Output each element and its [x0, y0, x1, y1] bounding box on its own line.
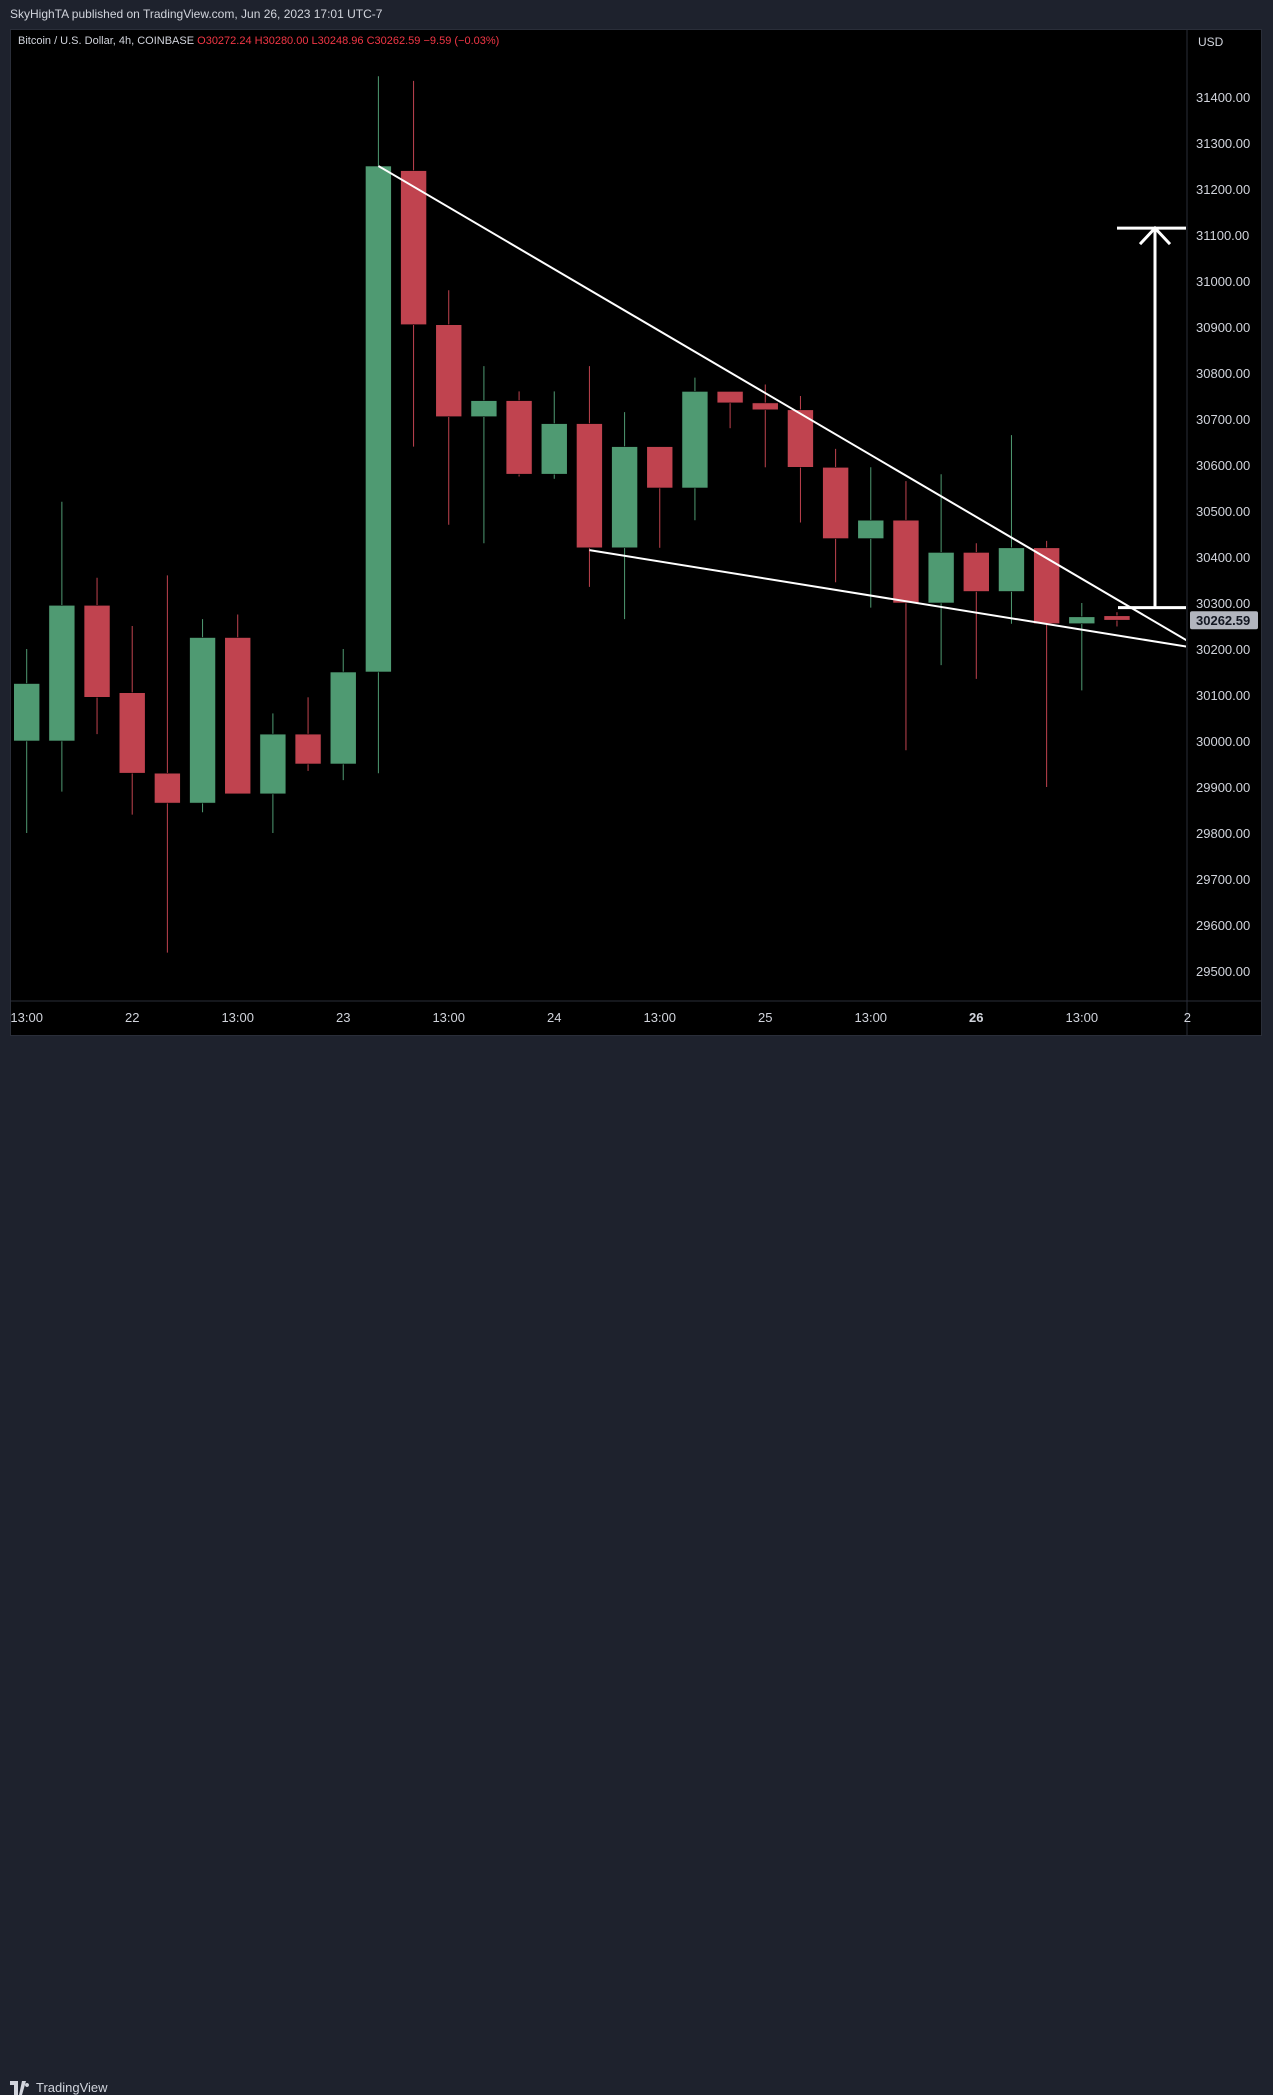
candle-up	[857, 519, 885, 539]
candle-down	[751, 402, 779, 411]
candle-up	[259, 733, 287, 795]
candle-down	[224, 637, 252, 795]
brand-name: TradingView	[36, 2080, 108, 2095]
candle-up	[681, 391, 709, 489]
price-tick-label: 30300.00	[1196, 596, 1250, 611]
price-tick-label: 31300.00	[1196, 136, 1250, 151]
price-tick-label: 31400.00	[1196, 90, 1250, 105]
candle-down	[400, 170, 427, 326]
time-tick-label: 13:00	[10, 1010, 43, 1025]
time-tick-label: 13:00	[1066, 1010, 1099, 1025]
candle-down	[83, 604, 111, 698]
candle-up	[998, 547, 1025, 592]
candle-up	[48, 604, 76, 742]
ohlc-open: O30272.24	[197, 35, 252, 47]
price-tick-label: 29800.00	[1196, 826, 1250, 841]
price-tick-label: 29700.00	[1196, 872, 1250, 887]
time-tick-label: 26	[969, 1010, 983, 1025]
candle-down	[1033, 547, 1060, 624]
footer-bar: TradingView	[0, 1037, 1273, 2095]
price-tick-label: 30600.00	[1196, 458, 1250, 473]
target-arrowhead	[1138, 225, 1172, 246]
price-tick-label: 30500.00	[1196, 504, 1250, 519]
price-tick-label: 30400.00	[1196, 550, 1250, 565]
price-tick-label: 30900.00	[1196, 320, 1250, 335]
published-info: SkyHighTA published on TradingView.com, …	[10, 7, 383, 21]
price-tick-label: 29500.00	[1196, 964, 1250, 979]
tradingview-logo[interactable]: TradingView	[10, 2080, 108, 2095]
symbol-legend: Bitcoin / U.S. Dollar, 4h, COINBASE O302…	[18, 35, 499, 47]
last-price-label-bg	[1190, 611, 1258, 630]
candlestick-chart[interactable]: 29500.00 29600.00 29700.00 29800.00 29900.00…	[0, 0, 1273, 1069]
candle-down	[1103, 615, 1131, 621]
publish-bar: SkyHighTA published on TradingView.com, …	[0, 0, 1273, 29]
candle-down	[892, 519, 920, 604]
candle-up	[365, 165, 392, 673]
candle-up	[927, 552, 955, 604]
price-tick-label: 30200.00	[1196, 642, 1250, 657]
time-tick-label: 22	[125, 1010, 139, 1025]
candle-up	[329, 671, 357, 765]
time-tick-label: 25	[758, 1010, 772, 1025]
time-tick-label: 13:00	[221, 1010, 254, 1025]
lower-trendline	[589, 549, 1186, 648]
price-tick-label: 30800.00	[1196, 366, 1250, 381]
time-tick-label: 23	[336, 1010, 350, 1025]
candle-down	[435, 324, 463, 418]
time-tick-label: 13:00	[643, 1010, 676, 1025]
plot-area	[13, 76, 1186, 953]
price-tick-label: 31200.00	[1196, 182, 1250, 197]
price-tick-label: 31100.00	[1196, 228, 1249, 243]
price-tick-label: 29900.00	[1196, 780, 1250, 795]
time-tick-label: 2	[1184, 1010, 1191, 1025]
upper-trendline	[377, 165, 1186, 642]
price-tick-label: 30700.00	[1196, 412, 1250, 427]
candle-down	[505, 400, 533, 475]
last-price-label: 30262.59	[1196, 613, 1250, 628]
candle-up	[611, 446, 638, 549]
candle-up	[470, 400, 498, 418]
time-tick-label: 13:00	[855, 1010, 888, 1025]
candle-up	[1068, 616, 1096, 624]
candle-down	[822, 466, 849, 539]
price-tick-label: 30000.00	[1196, 734, 1250, 749]
candle-down	[716, 391, 744, 404]
candle-up	[540, 423, 568, 475]
candle-down	[154, 772, 181, 804]
ohlc-high: H30280.00	[254, 35, 309, 47]
ohlc-change: −9.59 (−0.03%)	[423, 35, 500, 47]
time-tick-label: 24	[547, 1010, 561, 1025]
price-tick-label: 31000.00	[1196, 274, 1250, 289]
currency-label[interactable]: USD	[1198, 35, 1224, 49]
candle-down	[294, 733, 322, 765]
tradingview-icon	[10, 2080, 30, 2095]
candle-up	[13, 683, 40, 742]
candle-down	[576, 423, 603, 549]
symbol-name[interactable]: Bitcoin / U.S. Dollar, 4h, COINBASE	[18, 35, 195, 47]
price-tick-label: 29600.00	[1196, 918, 1250, 933]
time-tick-label: 13:00	[432, 1010, 465, 1025]
ohlc-close: C30262.59	[366, 35, 421, 47]
candle-down	[962, 552, 990, 592]
ohlc-low: L30248.96	[311, 35, 364, 47]
candle-down	[118, 692, 146, 774]
price-tick-label: 30100.00	[1196, 688, 1250, 703]
candle-up	[189, 637, 216, 804]
candle-down	[646, 446, 674, 489]
